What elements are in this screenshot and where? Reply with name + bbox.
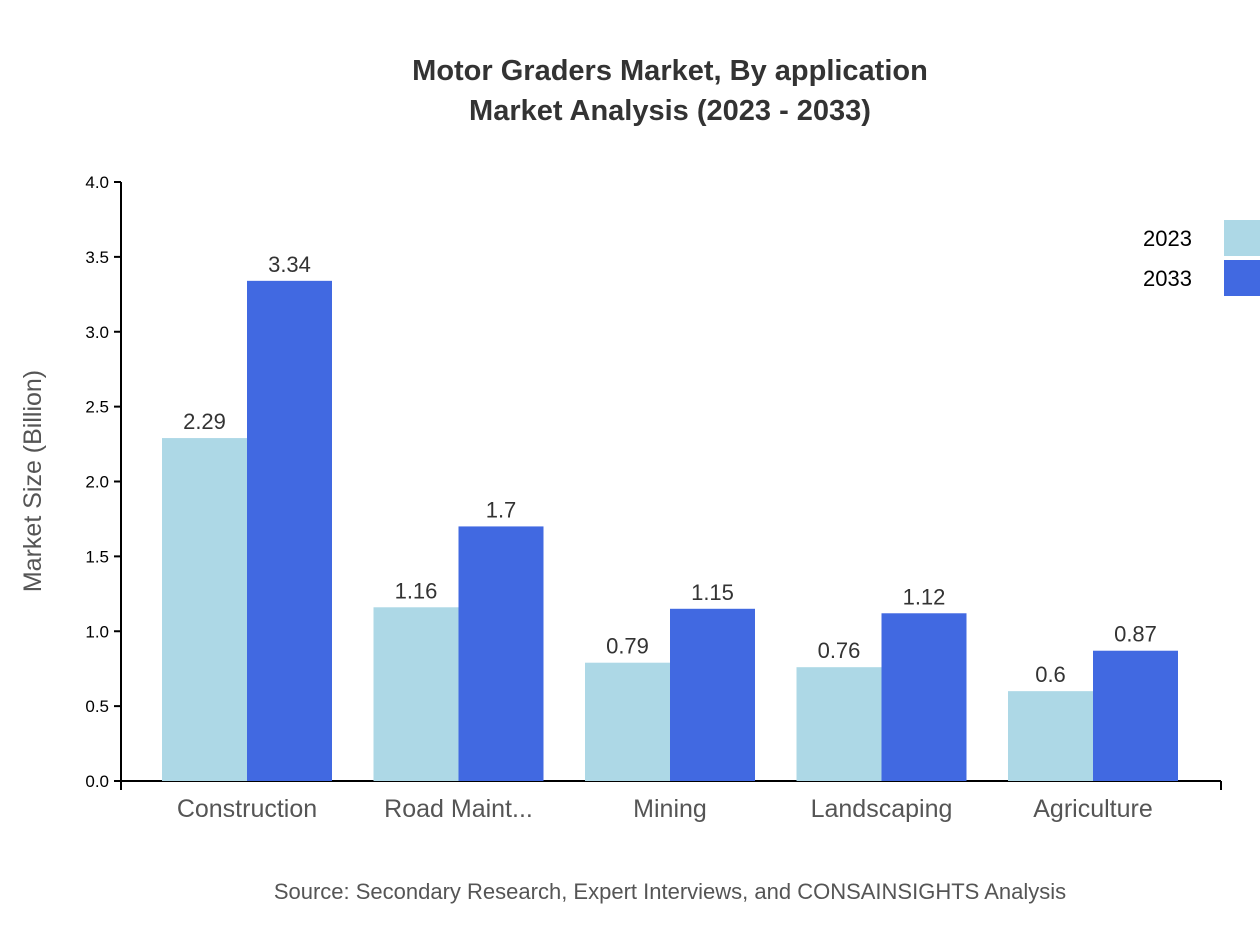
legend-swatch-2023 [1224,220,1260,256]
y-tick-label: 3.0 [85,323,109,342]
x-tick-label: Construction [177,795,317,823]
data-label: 0.87 [1114,622,1157,647]
data-label: 1.15 [691,580,734,605]
data-label: 1.12 [903,584,946,609]
bar-2033 [1093,650,1178,781]
y-tick-label: 1.5 [85,547,109,566]
y-tick-label: 0.5 [85,697,109,716]
chart-title: Motor Graders Market, By application [412,55,928,87]
data-label: 0.79 [606,634,649,659]
bar-2033 [670,608,755,781]
legend-label: 2023 [1143,226,1192,251]
bar-2023 [796,667,882,781]
data-label: 0.76 [818,638,861,663]
bar-2023 [585,662,670,781]
data-label: 1.7 [486,497,517,522]
data-label: 3.34 [268,252,311,277]
bar-2023 [162,438,247,781]
y-tick-label: 3.5 [85,248,109,267]
legend-swatch-2033 [1224,260,1260,296]
x-tick-label: Agriculture [1033,795,1153,823]
legend-label: 2033 [1143,266,1192,291]
x-tick-label: Road Maint... [384,795,533,823]
x-tick-label: Landscaping [811,795,953,823]
y-tick-label: 1.0 [85,622,109,641]
bar-2033 [458,526,544,781]
data-label: 2.29 [183,409,226,434]
data-label: 0.6 [1035,662,1066,687]
bar-2023 [373,607,459,781]
y-tick-label: 2.5 [85,398,109,417]
source-note: Source: Secondary Research, Expert Inter… [274,879,1066,904]
bar-2023 [1008,691,1093,781]
y-tick-label: 4.0 [85,173,109,192]
y-tick-label: 2.0 [85,473,109,492]
data-label: 1.16 [395,578,438,603]
y-tick-label: 0.0 [85,772,109,791]
bar-2033 [881,613,967,781]
x-tick-label: Mining [633,795,707,823]
chart-subtitle: Market Analysis (2023 - 2033) [469,95,871,127]
bar-2033 [247,280,332,781]
y-axis-label: Market Size (Billion) [19,370,47,592]
